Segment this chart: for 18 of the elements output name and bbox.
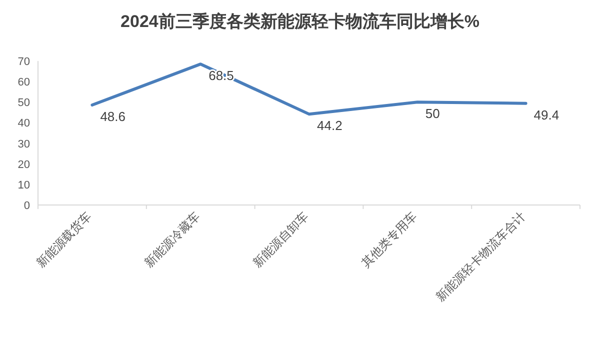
x-tick-label: 新能源轻卡物流车合计 <box>433 209 528 304</box>
data-label: 48.6 <box>100 109 126 124</box>
y-tick-label: 70 <box>18 56 30 68</box>
y-tick-label: 10 <box>18 179 30 192</box>
y-tick-label: 20 <box>18 158 30 171</box>
x-tick-label: 其他类专用车 <box>358 209 420 270</box>
data-label: 50 <box>425 106 440 122</box>
y-tick-label: 0 <box>24 200 30 212</box>
data-label: 44.2 <box>317 118 342 134</box>
y-tick-label: 30 <box>18 138 30 150</box>
data-label: 49.4 <box>534 107 560 122</box>
y-tick-label: 40 <box>18 118 30 130</box>
y-tick-label: 60 <box>18 76 30 89</box>
x-tick-label: 新能源冷藏车 <box>142 209 203 270</box>
chart-title: 2024前三季度各类新能源轻卡物流车同比增长% <box>120 12 480 31</box>
x-tick-label: 新能源载货车 <box>34 209 94 270</box>
y-tick-label: 50 <box>18 97 30 110</box>
x-tick-label: 新能源自卸车 <box>250 209 312 270</box>
